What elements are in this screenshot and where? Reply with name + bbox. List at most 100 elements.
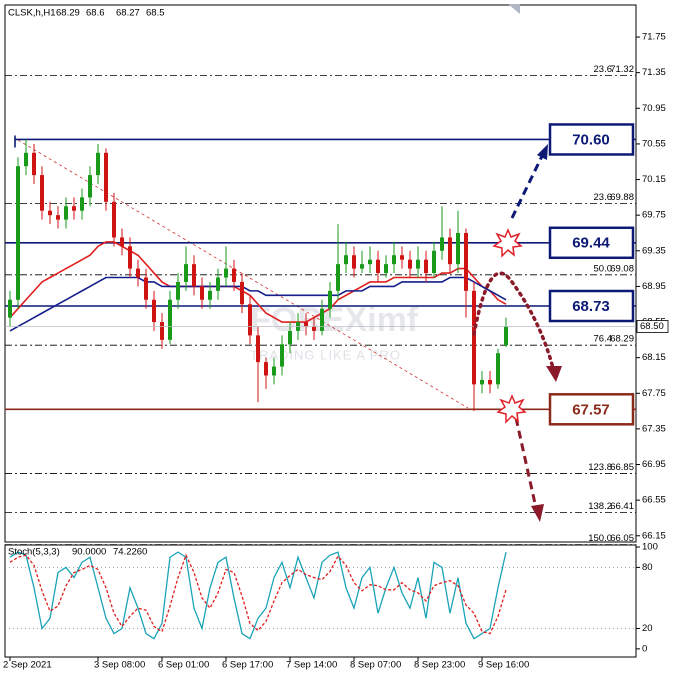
y-tick-label: 100: [642, 542, 658, 553]
x-tick-label: 6 Sep 01:00: [158, 660, 209, 671]
fib-value: 68.29: [610, 334, 634, 345]
level-label: 70.60: [572, 131, 610, 148]
candle-body: [472, 290, 476, 385]
plot-area: 23.671.3223.669.8850.069.0876.468.29123.…: [5, 64, 636, 640]
candle-body: [88, 175, 92, 198]
arrow-curve: [472, 271, 555, 370]
fib-ratio: 150.0: [588, 533, 612, 544]
candle-body: [120, 237, 124, 247]
candle-body: [480, 379, 484, 385]
fib-ratio: 138.2: [588, 501, 612, 512]
candle-body: [8, 299, 12, 318]
y-tick-label: 67.35: [642, 423, 666, 434]
candle-body: [40, 175, 44, 211]
candle-body: [208, 290, 212, 300]
candle-body: [104, 152, 108, 202]
header-value: 68.6: [86, 8, 105, 19]
arrow-down: [514, 417, 538, 509]
candle-body: [152, 299, 156, 323]
candle-body: [488, 379, 492, 385]
candle-body: [200, 286, 204, 300]
fib-value: 69.08: [610, 263, 634, 274]
arrow-head: [537, 144, 548, 160]
candle-body: [80, 197, 84, 211]
candle-body: [256, 335, 260, 363]
y-tick-label: 0: [642, 643, 647, 654]
candle-body: [72, 206, 76, 211]
y-tick-label: 66.55: [642, 495, 666, 506]
candle-body: [448, 237, 452, 265]
moving-average: [9, 241, 507, 323]
y-tick-label: 67.75: [642, 388, 666, 399]
y-tick-label: 70.15: [642, 174, 666, 185]
level-box: [548, 123, 635, 156]
stoch-d-label: 74.2260: [113, 547, 147, 558]
candle-body: [128, 246, 132, 269]
candle-body: [280, 344, 284, 367]
arrow-head: [531, 504, 544, 522]
fib-ratio: 50.0: [594, 263, 613, 274]
candle-body: [264, 362, 268, 376]
x-tick-label: 2 Sep 2021: [3, 660, 52, 671]
candle-body: [464, 232, 468, 291]
candle-body: [344, 255, 348, 265]
y-tick-label: 69.75: [642, 210, 666, 221]
candle-body: [64, 206, 68, 220]
level-box: [548, 393, 635, 426]
candle-body: [24, 152, 28, 167]
candle-body: [136, 268, 140, 278]
candle-body: [384, 264, 388, 274]
moving-average: [9, 276, 507, 332]
y-tick-label: 68.95: [642, 281, 666, 292]
y-tick-label: 70.55: [642, 138, 666, 149]
candle-body: [336, 264, 340, 291]
candle-body: [96, 152, 100, 176]
candle-body: [504, 326, 508, 346]
y-tick-label: 66.95: [642, 459, 666, 470]
candle-body: [496, 353, 500, 385]
candle-body: [400, 255, 404, 260]
arrow-head: [546, 366, 562, 382]
candle-body: [328, 290, 332, 309]
candle-body: [320, 308, 324, 331]
fib-value: 66.05: [610, 533, 634, 544]
symbol-title: CLSK,h,H1: [8, 8, 56, 19]
candle-body: [16, 166, 20, 300]
fib-ratio: 23.6: [594, 192, 613, 203]
candle-body: [352, 255, 356, 269]
candle-body: [360, 264, 364, 269]
candle-body: [304, 322, 308, 327]
level-box: [548, 289, 635, 323]
y-tick-label: 66.15: [642, 530, 666, 541]
candle-body: [440, 237, 444, 251]
candle-body: [432, 250, 436, 274]
fib-ratio: 23.6: [594, 64, 613, 75]
x-tick-label: 7 Sep 14:00: [286, 660, 337, 671]
candle-body: [224, 268, 228, 278]
stoch-line: [9, 553, 507, 635]
y-tick-label: 71.75: [642, 32, 666, 43]
burst-icon: [492, 228, 523, 258]
y-tick-label: 68.15: [642, 352, 666, 363]
candle-body: [176, 281, 180, 300]
candle-body: [288, 330, 292, 345]
annotations: [472, 144, 562, 522]
candle-body: [232, 268, 236, 282]
candle-body: [312, 326, 316, 331]
watermark-slogan: TRADING LIKE A PRO: [250, 347, 401, 362]
level-box: [548, 226, 635, 260]
level-label: 67.57: [572, 401, 610, 418]
x-tick-label: 9 Sep 16:00: [478, 660, 529, 671]
stoch-title: Stoch(5,3,3): [8, 547, 60, 558]
candle-body: [160, 322, 164, 340]
candle-body: [272, 366, 276, 376]
candle-body: [416, 259, 420, 269]
level-label: 69.44: [572, 235, 610, 252]
fib-ratio: 123.8: [588, 462, 612, 473]
x-tick-label: 8 Sep 23:00: [414, 660, 465, 671]
candle-body: [112, 201, 116, 238]
current-price-tag: [636, 320, 669, 333]
candle-body: [408, 259, 412, 269]
